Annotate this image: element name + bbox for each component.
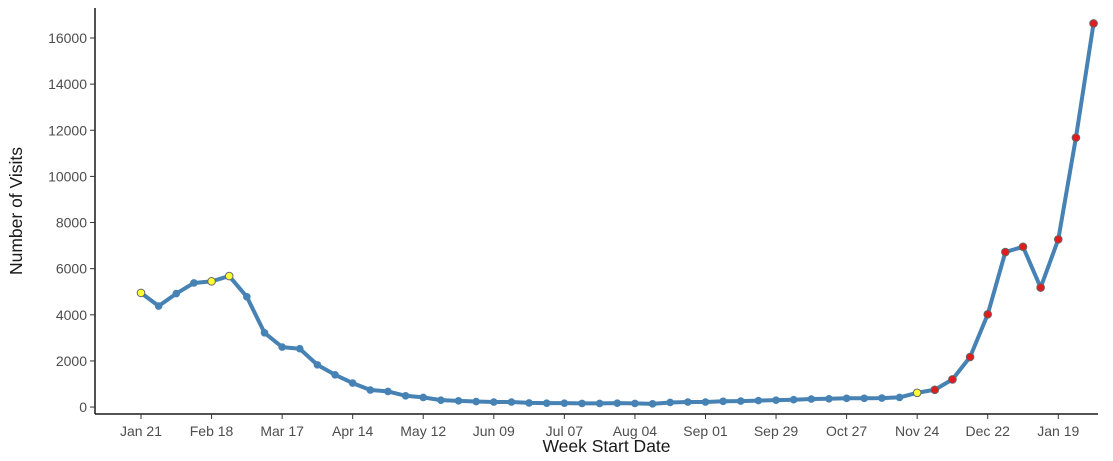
data-point — [754, 396, 763, 405]
data-point — [719, 397, 727, 406]
data-point-highlight-red — [948, 375, 957, 384]
x-tick-label: Jul 07 — [546, 423, 584, 439]
data-point-highlight-yellow — [136, 288, 146, 298]
data-point — [860, 394, 869, 403]
data-point-highlight-yellow — [912, 388, 922, 398]
y-tick-label: 2000 — [56, 353, 87, 369]
data-point-highlight-yellow — [224, 271, 234, 281]
data-point — [437, 396, 445, 404]
data-point — [736, 397, 745, 405]
data-point — [348, 379, 357, 387]
data-point — [807, 395, 816, 403]
data-point — [648, 400, 657, 408]
data-point — [789, 395, 798, 404]
data-point — [313, 361, 322, 369]
data-point-highlight-red — [1071, 133, 1081, 142]
x-tick-label: Nov 24 — [895, 423, 940, 439]
y-axis-title: Number of Visits — [6, 147, 26, 275]
data-point-highlight-red — [1089, 19, 1098, 28]
x-tick-label: Jan 21 — [120, 423, 162, 439]
x-tick-label: Mar 17 — [260, 423, 304, 439]
data-point — [560, 399, 569, 407]
data-point — [578, 399, 586, 408]
data-point — [613, 399, 622, 407]
data-point — [243, 293, 251, 301]
y-tick-label: 12000 — [48, 122, 87, 138]
y-tick-label: 14000 — [48, 76, 87, 92]
y-axis-ticks: 0 2000 4000 6000 8000 10000 12000 14000 16000 — [48, 30, 95, 415]
data-point — [278, 343, 286, 351]
x-tick-label: Jun 09 — [473, 423, 515, 439]
data-point-highlight-red — [1053, 235, 1063, 244]
x-tick-label: Oct 27 — [826, 423, 867, 439]
x-tick-label: Dec 22 — [966, 423, 1011, 439]
axes — [94, 8, 1098, 415]
data-point — [260, 329, 269, 337]
data-point-highlight-red — [930, 385, 940, 395]
data-point — [490, 398, 498, 406]
data-point-highlight-red — [1018, 242, 1028, 252]
data-point — [190, 279, 198, 287]
x-tick-label: May 12 — [400, 423, 446, 439]
data-point — [842, 394, 851, 403]
x-tick-label: Aug 04 — [613, 423, 658, 439]
x-tick-label: Apr 14 — [332, 423, 373, 439]
x-tick-label: Feb 18 — [190, 423, 234, 439]
data-point-highlight-yellow — [207, 277, 216, 286]
data-point — [825, 394, 833, 403]
data-point — [595, 399, 604, 408]
data-point — [366, 386, 375, 394]
data-point — [895, 393, 904, 402]
data-point — [401, 391, 410, 400]
data-point-highlight-red — [965, 352, 975, 362]
data-point — [507, 398, 516, 406]
y-tick-label: 6000 — [56, 261, 87, 277]
y-tick-label: 0 — [79, 399, 87, 415]
x-tick-label: Sep 01 — [683, 423, 728, 439]
data-point — [772, 396, 780, 404]
x-tick-label: Jan 19 — [1037, 423, 1079, 439]
data-point — [542, 399, 551, 407]
y-tick-label: 16000 — [48, 30, 87, 46]
x-axis-ticks: Jan 21 Feb 18 Mar 17 Apr 14 May 12 Jun 09 Jul … — [120, 414, 1080, 439]
data-point — [384, 387, 392, 396]
y-tick-label: 10000 — [48, 168, 87, 184]
y-tick-label: 4000 — [56, 307, 87, 323]
data-point — [631, 399, 639, 408]
data-point — [154, 302, 163, 310]
x-tick-label: Sep 29 — [754, 423, 799, 439]
data-point-highlight-red — [983, 310, 993, 319]
data-points — [136, 19, 1098, 408]
data-point — [454, 397, 463, 405]
data-point — [172, 289, 181, 298]
data-point — [295, 344, 304, 353]
data-point — [472, 397, 480, 406]
data-point — [878, 394, 886, 402]
x-axis-title: Week Start Date — [542, 436, 670, 456]
data-point — [525, 399, 533, 407]
data-point — [666, 398, 674, 407]
data-point — [331, 370, 339, 379]
data-point-highlight-red — [1036, 283, 1045, 292]
y-tick-label: 8000 — [56, 215, 87, 231]
data-point — [684, 398, 692, 406]
data-point — [701, 398, 710, 406]
data-point — [419, 393, 428, 402]
data-point-highlight-red — [1001, 247, 1010, 257]
